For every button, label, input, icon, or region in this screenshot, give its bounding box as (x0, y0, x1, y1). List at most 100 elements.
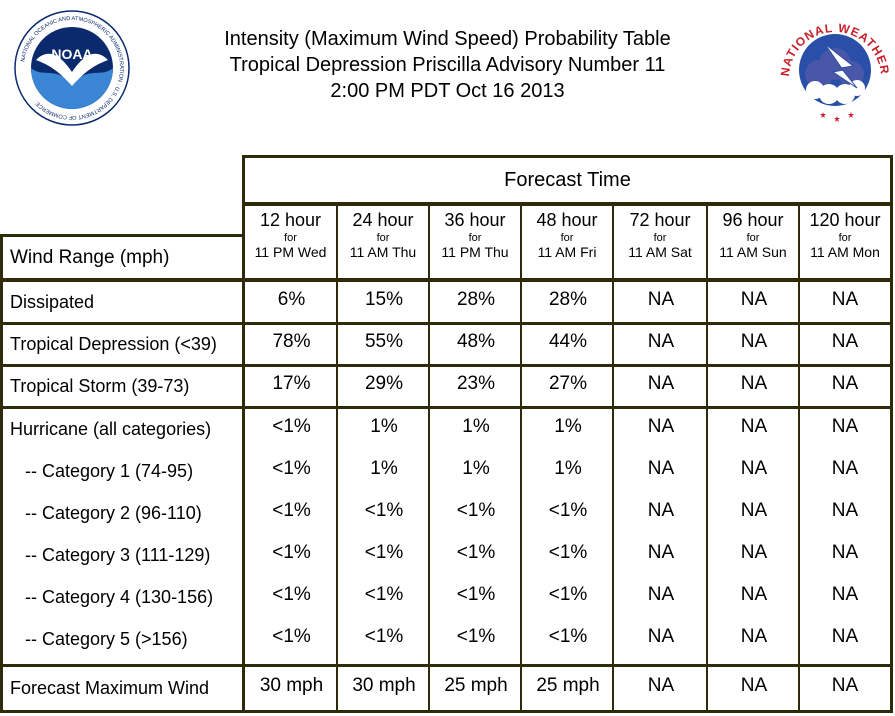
table-cell: 28% (548, 289, 588, 310)
table-cell: NA (647, 458, 675, 479)
table-cell: <1% (548, 500, 588, 521)
column-separator (612, 282, 614, 710)
column-separator (242, 282, 245, 710)
row-label: Hurricane (all categories) (10, 418, 212, 439)
column-header: 12 hour for 11 PM Wed (245, 206, 338, 278)
table-cell: <1% (364, 584, 404, 605)
column-hour: 120 hour (809, 210, 881, 230)
column-for: for (746, 232, 760, 244)
table-cell: NA (831, 500, 859, 521)
table-cell: 25 mph (536, 675, 600, 696)
table-cell: NA (831, 331, 859, 352)
table-cell: NA (740, 675, 768, 696)
row-separator (3, 322, 890, 325)
column-header: 96 hour for 11 AM Sun (708, 206, 800, 278)
table-cell: 1% (370, 416, 398, 437)
table-cell: 1% (554, 458, 582, 479)
table-cell: <1% (456, 626, 496, 647)
table-cell: NA (831, 584, 859, 605)
table-cell: NA (740, 416, 768, 437)
table-cell: NA (831, 373, 859, 394)
table-cell: 15% (364, 289, 404, 310)
row-label: -- Category 4 (130-156) (25, 586, 214, 607)
row-separator (3, 406, 890, 409)
column-hour: 12 hour (259, 210, 322, 230)
table-cell: 27% (548, 373, 588, 394)
column-hour: 96 hour (722, 210, 784, 230)
table-cell: NA (647, 675, 675, 696)
column-hour: 36 hour (444, 210, 506, 230)
table-cell: <1% (272, 458, 311, 479)
column-separator (336, 282, 338, 710)
table-cell: NA (647, 542, 675, 563)
column-header: 72 hour for 11 AM Sat (614, 206, 708, 278)
row-label: Tropical Depression (<39) (10, 333, 217, 354)
table-cell: NA (740, 542, 768, 563)
table-cell: 78% (272, 331, 311, 352)
column-for: for (653, 232, 667, 244)
table-cell: NA (740, 584, 768, 605)
table-cell: NA (831, 542, 859, 563)
table-cell: NA (647, 289, 675, 310)
column-hour: 48 hour (536, 210, 598, 230)
table-cell: NA (647, 416, 675, 437)
forecast-time-label: Forecast Time (504, 168, 631, 191)
table-cell: <1% (272, 500, 311, 521)
table-cell: <1% (456, 500, 496, 521)
table-cell: NA (831, 289, 859, 310)
column-for: for (284, 232, 297, 244)
column-separator (520, 282, 522, 710)
row-separator (3, 664, 890, 667)
table-cell: NA (831, 675, 859, 696)
column-for: for (560, 232, 574, 244)
row-label: Dissipated (10, 291, 95, 312)
row-separator (3, 364, 890, 367)
row-label: -- Category 1 (74-95) (25, 460, 194, 481)
page-title: Intensity (Maximum Wind Speed) Probabili… (150, 26, 745, 104)
table-cell: 1% (554, 416, 582, 437)
column-header: 48 hour for 11 AM Fri (522, 206, 614, 278)
row-label: Tropical Storm (39-73) (10, 375, 190, 396)
column-separator (706, 282, 708, 710)
table-cell: NA (647, 500, 675, 521)
table-cell: <1% (548, 584, 588, 605)
table-cell: 6% (277, 289, 306, 310)
table-cell: 48% (456, 331, 496, 352)
table-cell: NA (647, 626, 675, 647)
row-label: Forecast Maximum Wind (10, 677, 210, 698)
table-cell: <1% (272, 416, 311, 437)
column-hour: 24 hour (352, 210, 414, 230)
table-cell: 55% (364, 331, 404, 352)
table-cell: NA (740, 458, 768, 479)
column-time: 11 AM Thu (349, 244, 417, 260)
column-time: 11 AM Sun (719, 244, 787, 260)
table-cell: 25 mph (444, 675, 508, 696)
table-cell: <1% (548, 542, 588, 563)
table-cell: 1% (462, 416, 490, 437)
row-label: -- Category 3 (111-129) (25, 544, 211, 565)
column-time: 11 AM Mon (810, 244, 880, 260)
table-cell: NA (831, 626, 859, 647)
title-line-3: 2:00 PM PDT Oct 16 2013 (330, 80, 565, 102)
column-time: 11 AM Sat (628, 244, 692, 260)
title-line-2: Tropical Depression Priscilla Advisory N… (229, 54, 666, 76)
table-cell: 1% (462, 458, 490, 479)
nws-logo: NATIONAL WEATHER SERVICE (775, 8, 891, 126)
row-label: -- Category 5 (>156) (25, 628, 188, 649)
table-cell: NA (740, 373, 768, 394)
table-cell: NA (647, 373, 675, 394)
table-cell: NA (831, 416, 859, 437)
noaa-wordmark: NOAA (51, 46, 92, 62)
column-separator (428, 282, 430, 710)
column-hour: 72 hour (629, 210, 691, 230)
table-cell: NA (647, 584, 675, 605)
table-cell: <1% (272, 542, 311, 563)
table-cell: NA (831, 458, 859, 479)
column-time: 11 PM Thu (441, 244, 509, 260)
noaa-logo: NATIONAL OCEANIC AND ATMOSPHERIC ADMINIS… (14, 10, 130, 126)
table-cell: 30 mph (259, 675, 324, 696)
table-cell: <1% (456, 542, 496, 563)
title-line-1: Intensity (Maximum Wind Speed) Probabili… (224, 28, 671, 50)
row-label: -- Category 2 (96-110) (25, 502, 202, 523)
table-cell: NA (647, 331, 675, 352)
